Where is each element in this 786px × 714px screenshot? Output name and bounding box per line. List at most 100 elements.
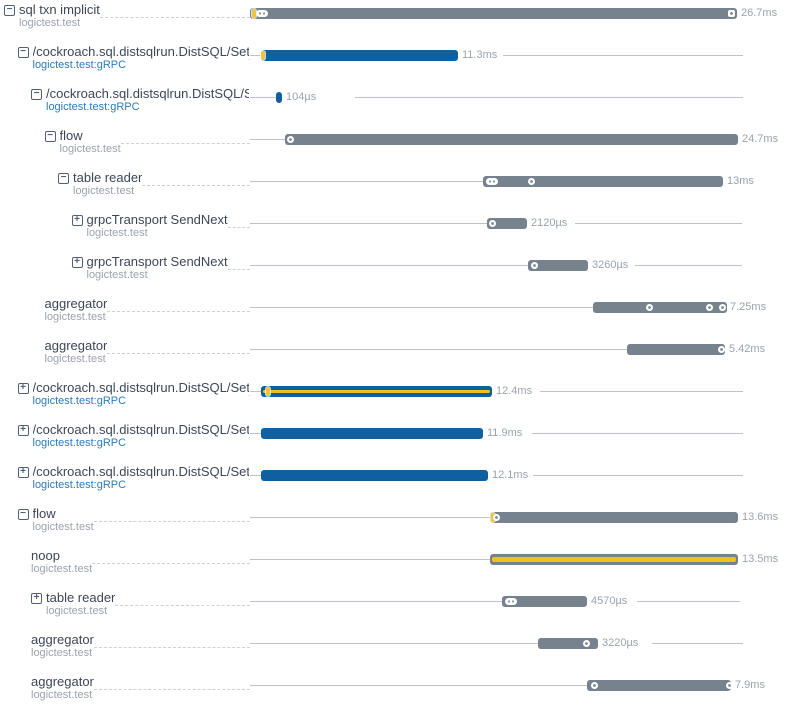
- expand-icon[interactable]: +: [71, 257, 83, 268]
- span-bar[interactable]: [490, 554, 738, 565]
- collapse-icon[interactable]: −: [44, 131, 56, 142]
- span-timeline: 4570µs: [250, 591, 786, 630]
- span-bar[interactable]: [261, 386, 492, 397]
- span-name[interactable]: noop: [31, 549, 60, 563]
- span-name[interactable]: /cockroach.sql.distsqlrun.DistSQL/Set: [32, 381, 250, 395]
- log-marker-pill[interactable]: [486, 178, 498, 185]
- collapse-icon[interactable]: −: [4, 5, 15, 16]
- log-marker-circle[interactable]: [706, 304, 713, 311]
- log-marker-square[interactable]: [728, 10, 735, 17]
- span-bar[interactable]: [587, 680, 731, 691]
- span-duration: 104µs: [286, 91, 317, 103]
- span-service: logictest.test: [59, 143, 121, 155]
- span-service: logictest.test:gRPC: [32, 479, 127, 491]
- span-bar[interactable]: [276, 92, 282, 103]
- span-bar[interactable]: [490, 512, 738, 523]
- span-labels: flow logictest.test: [33, 507, 94, 533]
- span-name[interactable]: sql txn implicit: [19, 3, 100, 17]
- span-bar[interactable]: [502, 596, 587, 607]
- span-label-cell: noop logictest.test: [0, 549, 250, 588]
- span-bar[interactable]: [250, 8, 737, 19]
- log-marker-circle[interactable]: [489, 220, 496, 227]
- collapse-icon[interactable]: −: [58, 173, 69, 184]
- timeline-pre-line: [250, 601, 502, 602]
- span-name[interactable]: flow: [59, 129, 83, 143]
- log-marker-circle[interactable]: [493, 514, 500, 521]
- span-bar[interactable]: [261, 470, 488, 481]
- log-marker-pill[interactable]: [256, 10, 268, 17]
- expand-icon[interactable]: +: [31, 593, 42, 604]
- log-marker-circle[interactable]: [591, 682, 598, 689]
- span-bar[interactable]: [593, 302, 727, 313]
- span-name[interactable]: grpcTransport SendNext: [86, 255, 228, 269]
- span-bar[interactable]: [285, 134, 738, 145]
- log-marker-circle[interactable]: [726, 682, 733, 689]
- span-service: logictest.test:gRPC: [32, 59, 127, 71]
- span-name[interactable]: /cockroach.sql.distsqlrun.DistSQL/Set: [32, 423, 250, 437]
- log-marker-circle[interactable]: [583, 640, 590, 647]
- span-bar[interactable]: [528, 260, 588, 271]
- span-bar[interactable]: [261, 428, 483, 439]
- span-name[interactable]: /cockroach.sql.distsqlrun.DistSQL/Set: [32, 465, 250, 479]
- span-timeline: 3220µs: [250, 633, 786, 672]
- span-name[interactable]: grpcTransport SendNext: [86, 213, 228, 227]
- span-name[interactable]: flow: [32, 507, 56, 521]
- connector-dashed-line: [93, 689, 250, 690]
- log-marker-circle[interactable]: [646, 304, 653, 311]
- span-label-cell: + grpcTransport SendNext logictest.test: [0, 255, 250, 294]
- span-duration: 11.9ms: [487, 427, 523, 439]
- span-name[interactable]: /cockroach.sql.distsqlrun.DistSQL/S: [46, 87, 249, 101]
- span-service: logictest.test: [46, 605, 108, 617]
- log-marker-ytick[interactable]: [266, 387, 270, 396]
- collapse-icon[interactable]: −: [17, 47, 29, 58]
- span-bar[interactable]: [261, 50, 458, 61]
- span-bar[interactable]: [487, 218, 527, 229]
- log-marker-ytick[interactable]: [261, 51, 265, 60]
- expand-icon[interactable]: +: [17, 467, 29, 478]
- expand-icon[interactable]: +: [17, 425, 29, 436]
- span-label-cell: − /cockroach.sql.distsqlrun.DistSQL/S lo…: [0, 87, 250, 126]
- timeline-post-line: [533, 475, 743, 476]
- log-marker-circle[interactable]: [719, 304, 726, 311]
- span-name[interactable]: aggregator: [44, 297, 108, 311]
- timeline-pre-line: [250, 139, 285, 140]
- span-service: logictest.test: [31, 689, 93, 701]
- log-marker-circle[interactable]: [287, 136, 294, 143]
- span-name[interactable]: /cockroach.sql.distsqlrun.DistSQL/Set: [32, 45, 250, 59]
- timeline-pre-line: [250, 433, 261, 434]
- log-marker-circle[interactable]: [531, 262, 538, 269]
- span-labels: /cockroach.sql.distsqlrun.DistSQL/Set lo…: [33, 45, 250, 71]
- span-duration: 2120µs: [531, 217, 568, 229]
- expand-icon[interactable]: +: [71, 215, 83, 226]
- log-marker-circle[interactable]: [528, 178, 535, 185]
- span-name[interactable]: table reader: [73, 171, 143, 185]
- span-name[interactable]: aggregator: [31, 633, 94, 647]
- span-name[interactable]: aggregator: [44, 339, 108, 353]
- span-name[interactable]: aggregator: [31, 675, 94, 689]
- log-marker-circle[interactable]: [718, 346, 725, 353]
- span-row: noop logictest.test 13.5ms: [0, 546, 786, 588]
- log-marker-pill[interactable]: [505, 598, 517, 605]
- span-bar[interactable]: [538, 638, 598, 649]
- span-name[interactable]: table reader: [46, 591, 116, 605]
- span-bar[interactable]: [483, 176, 723, 187]
- timeline-pre-line: [250, 643, 538, 644]
- span-labels: aggregator logictest.test: [45, 297, 108, 323]
- connector-dashed-line: [107, 311, 250, 312]
- span-bar[interactable]: [627, 344, 725, 355]
- expand-icon[interactable]: +: [17, 383, 29, 394]
- span-duration: 3220µs: [602, 637, 639, 649]
- span-duration: 13ms: [727, 175, 754, 187]
- collapse-icon[interactable]: −: [31, 89, 42, 100]
- span-duration: 12.4ms: [496, 385, 533, 397]
- span-timeline: 104µs: [250, 87, 786, 126]
- span-labels: /cockroach.sql.distsqlrun.DistSQL/Set lo…: [33, 465, 250, 491]
- log-marker-ytick[interactable]: [252, 9, 256, 18]
- timeline-post-line: [532, 433, 743, 434]
- span-label-cell: aggregator logictest.test: [0, 339, 250, 378]
- timeline-post-line: [652, 643, 743, 644]
- span-row: + grpcTransport SendNext logictest.test …: [0, 252, 786, 294]
- timeline-post-line: [637, 601, 740, 602]
- collapse-icon[interactable]: −: [17, 509, 29, 520]
